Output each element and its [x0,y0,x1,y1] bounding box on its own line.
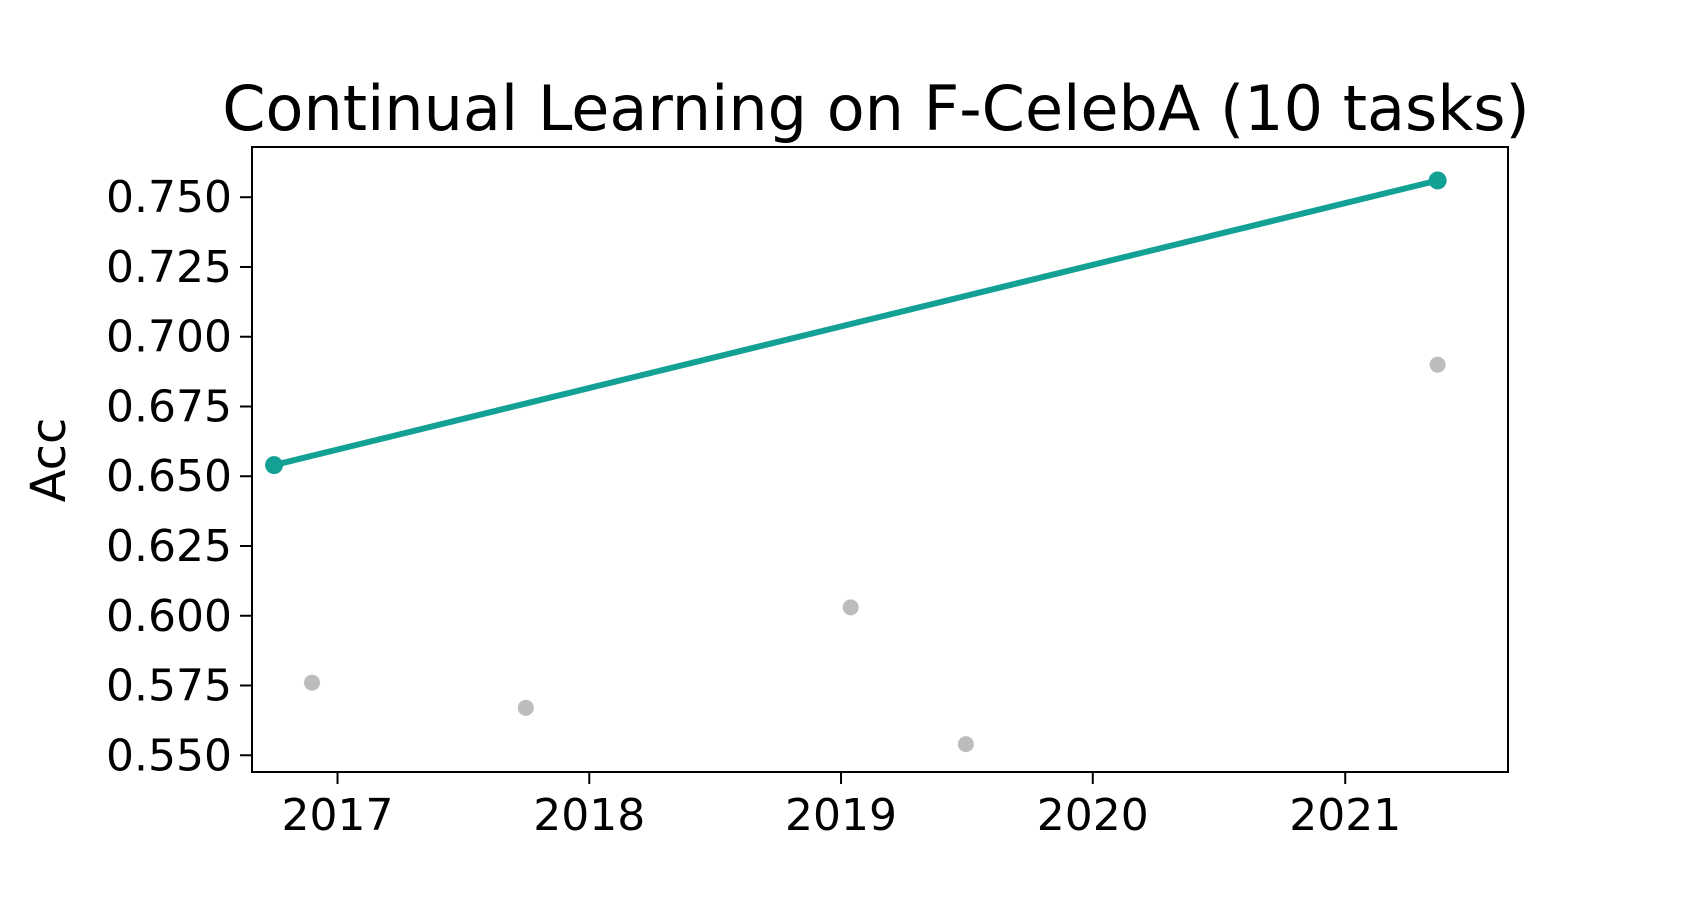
y-tick-label: 0.575 [106,661,232,712]
axes-frame [252,147,1508,772]
frontier-point [1429,171,1447,189]
x-tick-label: 2021 [1289,790,1401,841]
frontier-line [274,180,1438,465]
y-tick-label: 0.550 [106,730,232,781]
other-point [958,736,974,752]
y-tick-label: 0.700 [106,312,232,363]
other-point [843,599,859,615]
other-point [304,675,320,691]
y-axis-label: Acc [21,418,77,503]
y-tick-label: 0.650 [106,451,232,502]
other-point [1430,357,1446,373]
plot-area [265,171,1447,752]
x-tick-label: 2017 [282,790,394,841]
y-tick-label: 0.625 [106,521,232,572]
y-axis: 0.550 0.575 0.600 0.625 0.650 0.675 0.700 0.725… [106,172,252,781]
x-tick-label: 2020 [1037,790,1149,841]
y-tick-label: 0.675 [106,381,232,432]
y-tick-label: 0.600 [106,591,232,642]
y-tick-label: 0.750 [106,172,232,223]
frontier-point [265,456,283,474]
y-tick-label: 0.725 [106,242,232,293]
x-tick-label: 2018 [533,790,645,841]
x-tick-label: 2019 [785,790,897,841]
chart-title: Continual Learning on F-CelebA (10 tasks… [222,72,1529,145]
other-point [518,700,534,716]
x-axis: 2017 2018 2019 2020 2021 [282,772,1402,841]
